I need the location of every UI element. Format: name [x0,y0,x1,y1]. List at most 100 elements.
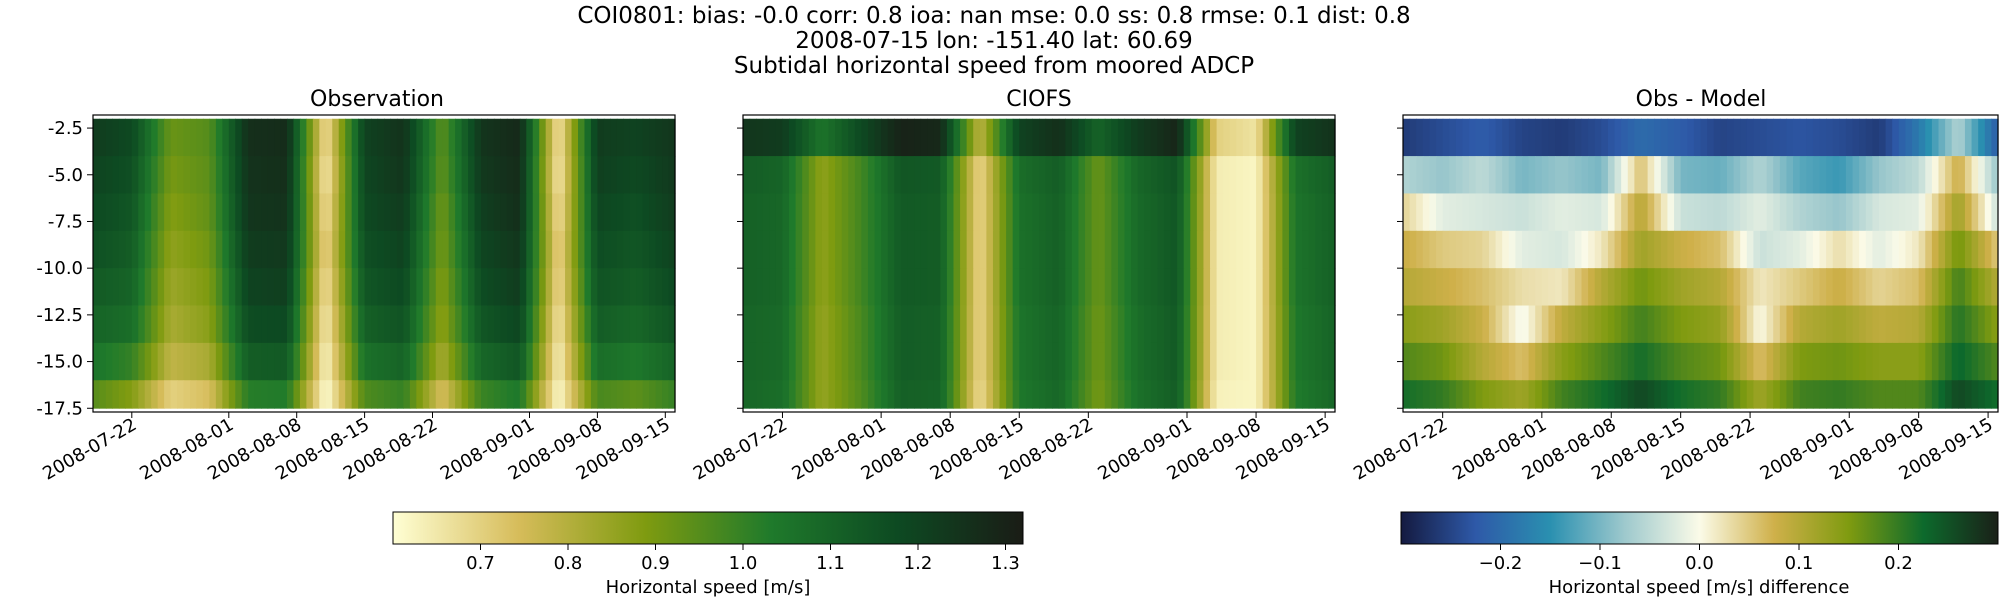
heatmap-cell [1740,380,1748,409]
heatmap-cell [1462,305,1470,344]
heatmap-cell [1163,193,1172,232]
heatmap-cell [1958,193,1966,232]
heatmap-cell [261,342,269,381]
heatmap-cell [1012,230,1020,269]
heatmap-cell [789,380,797,409]
heatmap-cell [1117,342,1126,381]
heatmap-cell [196,118,204,157]
heatmap-cell [1210,342,1218,381]
heatmap-cell [409,342,417,381]
heatmap-cell [1282,305,1290,344]
heatmap-cell [1707,268,1715,306]
heatmap-cell [215,305,223,344]
heatmap-cell [1282,118,1290,157]
heatmap-cell [1925,230,1933,269]
heatmap-cell [1315,230,1323,269]
heatmap-cell [1416,230,1424,269]
heatmap-cell [105,305,113,344]
heatmap-cell [435,342,443,381]
heatmap-cell [254,342,262,381]
heatmap-cell [1170,380,1178,409]
heatmap-cell [112,118,120,157]
heatmap-cell [118,380,126,409]
heatmap-cell [99,193,107,232]
heatmap-cell [429,193,437,232]
heatmap-cell [552,193,560,232]
heatmap-cell [1190,193,1198,232]
heatmap-cell [1085,380,1093,409]
heatmap-cell [590,342,598,381]
heatmap-cell [1654,268,1662,306]
heatmap-cell [1733,342,1741,381]
heatmap-cell [332,268,340,306]
heatmap-cell [435,156,443,194]
heatmap-cell [1462,380,1470,409]
heatmap-cell [900,156,909,194]
heatmap-cell [920,118,928,157]
heatmap-cell [1157,380,1165,409]
heatmap-cell [1753,305,1761,344]
heatmap-cell [481,193,489,232]
heatmap-cell [506,193,514,232]
heatmap-cell [1892,380,1900,409]
heatmap-cell [1150,268,1158,306]
heatmap-cell [1555,268,1563,306]
heatmap-cell [1561,193,1569,232]
heatmap-cell [1634,305,1642,344]
heatmap-cell [1978,268,1986,306]
heatmap-cell [1256,230,1264,269]
heatmap-cell [867,118,876,157]
heatmap-cell [881,193,889,232]
heatmap-cell [1052,193,1060,232]
heatmap-cell [1183,342,1191,381]
heatmap-cell [274,156,282,194]
heatmap-cell [1416,118,1424,157]
heatmap-cell [571,342,579,381]
heatmap-cell [1865,268,1873,306]
heatmap-cell [325,230,333,269]
heatmap-cell [1242,305,1251,344]
heatmap-cell [170,305,178,344]
heatmap-cell [894,342,902,381]
heatmap-cell [756,380,764,409]
heatmap-cell [131,342,139,381]
heatmap-cell [1753,268,1761,306]
heatmap-cell [1032,118,1040,157]
heatmap-cell [565,193,573,232]
heatmap-cell [1726,268,1735,306]
heatmap-cell [215,230,223,269]
heatmap-cell [1654,118,1662,157]
heatmap-cell [1071,305,1080,344]
heatmap-cell [500,305,508,344]
heatmap-cell [1674,268,1682,306]
heatmap-cell [920,268,928,306]
heatmap-cell [532,193,540,232]
heatmap-cell [815,230,823,269]
heatmap-cell [416,342,424,381]
heatmap-cell [1249,380,1257,409]
heatmap-cell [1945,156,1953,194]
heatmap-cell [1674,230,1682,269]
heatmap-cell [1462,193,1470,232]
heatmap-cell [1111,156,1119,194]
heatmap-cell [848,156,856,194]
heatmap-cell [1647,380,1655,409]
heatmap-cell [196,342,204,381]
heatmap-cell [1117,305,1126,344]
heatmap-cell [138,268,146,306]
heatmap-cell [1898,305,1907,344]
y-tick-label: -7.5 [48,211,83,232]
heatmap-cell [782,380,790,409]
heatmap-cell [215,118,223,157]
heatmap-cell [1216,156,1224,194]
heatmap-cell [1912,268,1920,306]
heatmap-cell [986,342,994,381]
heatmap-cell [1131,118,1139,157]
heatmap-cell [1131,230,1139,269]
heatmap-cell [590,118,598,157]
heatmap-cell [112,268,120,306]
heatmap-cell [1137,156,1145,194]
heatmap-cell [1528,193,1536,232]
heatmap-cell [287,380,295,409]
heatmap-cell [1984,342,1992,381]
